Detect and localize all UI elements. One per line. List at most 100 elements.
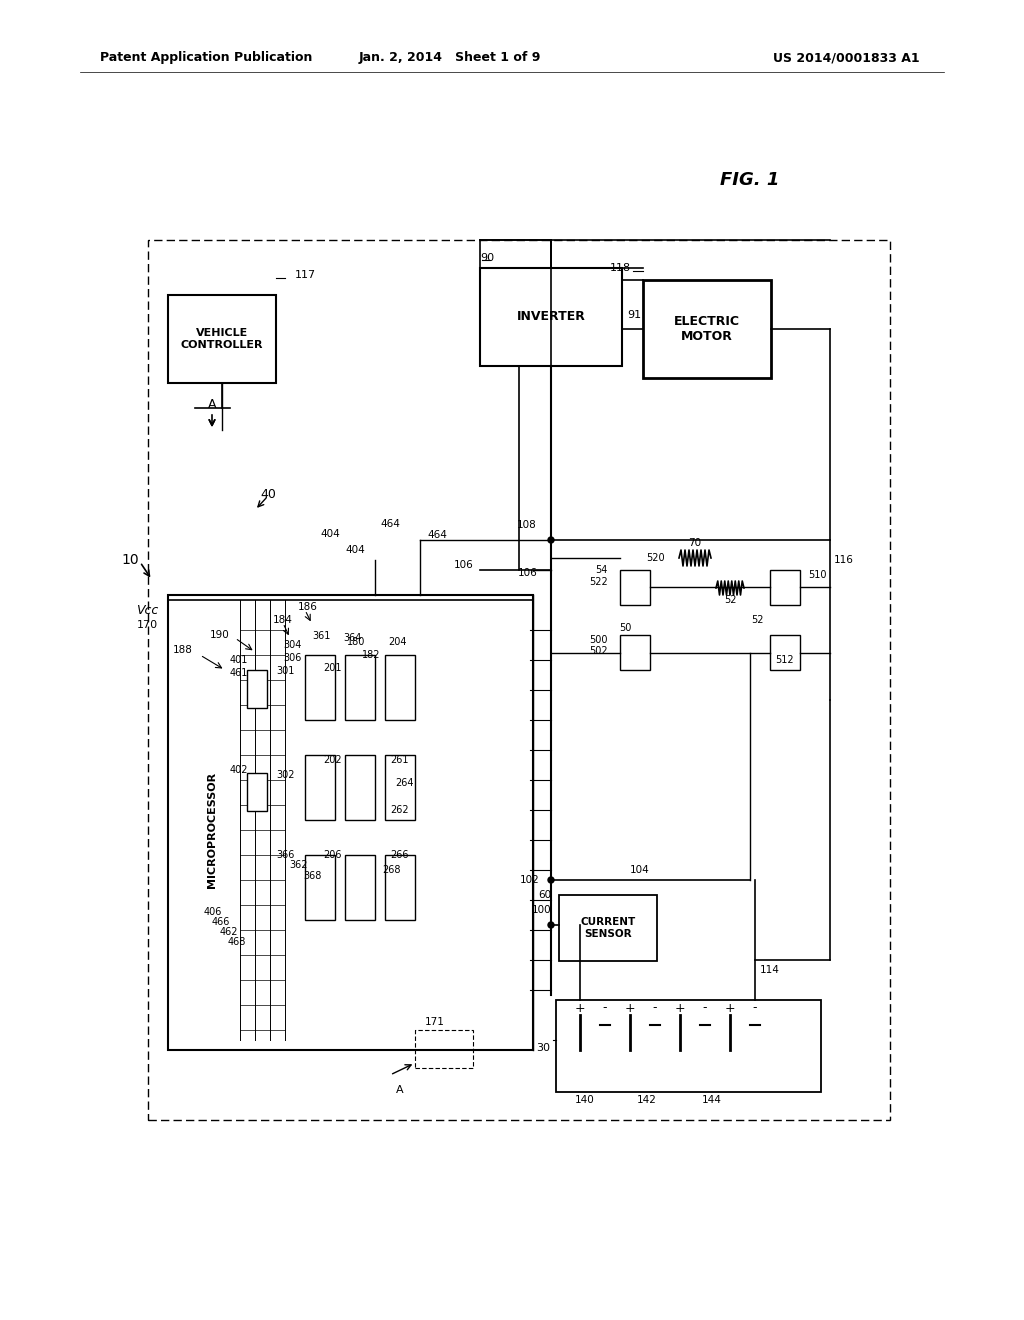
Text: 118: 118	[610, 263, 631, 273]
Text: +: +	[625, 1002, 635, 1015]
Text: 301: 301	[276, 667, 295, 676]
Text: 462: 462	[220, 927, 239, 937]
Text: 302: 302	[276, 770, 295, 780]
Text: 406: 406	[204, 907, 222, 917]
Text: 10: 10	[121, 553, 139, 568]
Bar	[305, 855, 335, 920]
Bar	[770, 570, 800, 605]
Bar	[643, 280, 771, 378]
Bar	[480, 268, 622, 366]
Text: 90: 90	[480, 253, 495, 263]
Text: 108: 108	[517, 520, 537, 531]
Text: 201: 201	[324, 663, 342, 673]
Text: 366: 366	[276, 850, 295, 861]
Text: 202: 202	[324, 755, 342, 766]
Text: 261: 261	[390, 755, 409, 766]
Text: 171: 171	[425, 1016, 444, 1027]
Bar	[305, 655, 335, 719]
Text: A: A	[396, 1085, 403, 1096]
Bar	[559, 895, 657, 961]
Bar	[385, 755, 415, 820]
Text: 106: 106	[518, 568, 538, 578]
Text: 102: 102	[520, 875, 540, 884]
Text: 364: 364	[344, 634, 362, 643]
Text: -: -	[603, 1002, 607, 1015]
Text: 140: 140	[575, 1096, 595, 1105]
Text: 404: 404	[345, 545, 365, 554]
Text: 262: 262	[390, 805, 409, 814]
Text: 266: 266	[390, 850, 409, 861]
Text: +: +	[725, 1002, 735, 1015]
Text: Patent Application Publication: Patent Application Publication	[100, 51, 312, 65]
Text: 142: 142	[637, 1096, 657, 1105]
Bar	[345, 655, 375, 719]
Text: 510: 510	[808, 570, 826, 579]
Text: 182: 182	[362, 649, 381, 660]
Text: 40: 40	[260, 488, 275, 502]
Circle shape	[548, 921, 554, 928]
Text: 60: 60	[538, 890, 551, 900]
Text: 306: 306	[284, 653, 302, 663]
Bar	[620, 570, 650, 605]
Text: -: -	[702, 1002, 708, 1015]
Text: 304: 304	[284, 640, 302, 649]
Text: 106: 106	[455, 560, 474, 570]
Text: 52: 52	[752, 615, 764, 624]
Text: 206: 206	[324, 850, 342, 861]
Text: 402: 402	[229, 766, 248, 775]
Text: 520: 520	[646, 553, 665, 564]
Text: CURRENT
SENSOR: CURRENT SENSOR	[581, 917, 636, 939]
Text: 186: 186	[298, 602, 317, 612]
Text: 268: 268	[382, 865, 400, 875]
Bar	[247, 774, 267, 810]
Text: 54: 54	[596, 565, 608, 576]
Text: 50: 50	[618, 623, 632, 634]
Bar	[415, 1030, 473, 1068]
Text: 512: 512	[775, 655, 794, 665]
Bar	[247, 671, 267, 708]
Text: 52: 52	[724, 595, 736, 605]
Text: INVERTER: INVERTER	[516, 310, 586, 323]
Bar	[385, 855, 415, 920]
Text: 184: 184	[273, 615, 293, 624]
Text: 180: 180	[347, 638, 366, 647]
Text: VEHICLE
CONTROLLER: VEHICLE CONTROLLER	[181, 329, 263, 350]
Bar	[620, 635, 650, 671]
Bar	[168, 294, 276, 383]
Bar	[305, 755, 335, 820]
Text: 464: 464	[427, 531, 446, 540]
Text: +: +	[574, 1002, 586, 1015]
Text: 117: 117	[295, 271, 316, 280]
Text: 70: 70	[688, 539, 701, 548]
Bar	[556, 1001, 821, 1092]
Text: 466: 466	[212, 917, 230, 927]
Text: 100: 100	[531, 906, 551, 915]
Text: 522: 522	[589, 577, 608, 587]
Text: 116: 116	[834, 554, 854, 565]
Text: 368: 368	[304, 871, 322, 880]
Text: -: -	[753, 1002, 758, 1015]
Text: 170: 170	[137, 620, 158, 630]
Text: 500: 500	[590, 635, 608, 645]
Text: 461: 461	[229, 668, 248, 678]
Text: Vcc: Vcc	[136, 603, 158, 616]
Text: +: +	[675, 1002, 685, 1015]
Text: 30: 30	[536, 1043, 550, 1053]
Text: 464: 464	[380, 519, 400, 529]
Bar	[345, 855, 375, 920]
Text: 104: 104	[630, 865, 650, 875]
Text: FIG. 1: FIG. 1	[720, 172, 779, 189]
Text: -: -	[652, 1002, 657, 1015]
Text: 361: 361	[312, 631, 331, 642]
Text: 190: 190	[210, 630, 229, 640]
Text: US 2014/0001833 A1: US 2014/0001833 A1	[773, 51, 920, 65]
Text: MICROPROCESSOR: MICROPROCESSOR	[207, 772, 217, 888]
Text: 91: 91	[627, 310, 641, 319]
Text: 362: 362	[290, 861, 308, 870]
Text: ELECTRIC
MOTOR: ELECTRIC MOTOR	[674, 315, 740, 343]
Text: 114: 114	[760, 965, 780, 975]
Text: 468: 468	[228, 937, 247, 946]
Bar	[385, 655, 415, 719]
Text: 502: 502	[590, 645, 608, 656]
Circle shape	[548, 876, 554, 883]
